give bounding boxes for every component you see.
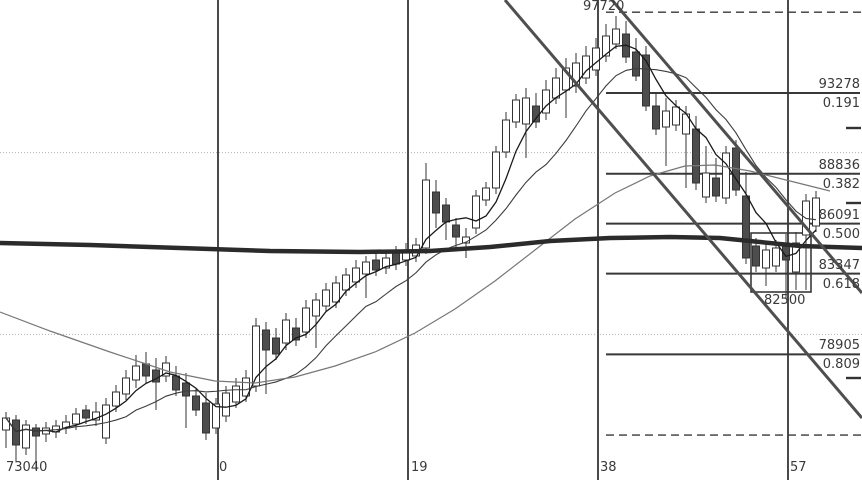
fib-ratio-label: 0.191: [822, 96, 860, 111]
candle-body: [432, 191, 440, 214]
fib-price-label: 83347: [818, 257, 860, 273]
candle-body: [572, 62, 580, 87]
candle-body: [722, 152, 730, 199]
fib-ratio-label: 0.618: [822, 276, 860, 292]
candle-body: [702, 172, 710, 198]
candle-body: [632, 51, 640, 77]
candle-body: [182, 382, 190, 397]
candle-body: [502, 119, 510, 153]
moving-average-line: [5, 44, 817, 433]
candle-body: [172, 375, 180, 391]
candle-body: [592, 47, 600, 71]
x-axis-label: 73040: [6, 460, 48, 475]
candle-body: [672, 106, 680, 126]
candle-body: [582, 55, 590, 79]
candle-body: [82, 409, 90, 419]
candle-body: [372, 259, 380, 271]
candle-body: [382, 257, 390, 269]
candle-body: [2, 417, 10, 431]
candle-body: [452, 224, 460, 238]
candle-body: [482, 187, 490, 201]
candle-body: [712, 177, 720, 197]
candle-body: [282, 319, 290, 344]
fib-price-label: 78905: [818, 338, 860, 354]
candle-body: [322, 289, 330, 307]
candle-body: [132, 365, 140, 381]
thick-long-term-ma-line: [0, 234, 862, 255]
candle-body: [332, 282, 340, 303]
candle-body: [762, 249, 770, 269]
consolidation-box: [750, 232, 812, 293]
candle-body: [342, 274, 350, 291]
candle-body: [512, 99, 520, 123]
candle-body: [442, 204, 450, 223]
candle-body: [602, 35, 610, 57]
candle-body: [812, 197, 820, 227]
fib-ratio-label: 0.500: [822, 226, 860, 242]
candle-body: [392, 252, 400, 265]
candle-body: [422, 179, 430, 249]
candle-body: [562, 67, 570, 91]
x-axis-label: 57: [790, 460, 807, 475]
fib-price-label: 86091: [818, 207, 860, 223]
candle-body: [122, 377, 130, 395]
candle-body: [72, 413, 80, 425]
consolidation-box-price-label: 82500: [764, 293, 806, 308]
slow-moving-average-line: [0, 164, 831, 384]
candle-body: [742, 195, 750, 259]
moving-average-line: [5, 67, 817, 433]
x-axis-label: 19: [411, 460, 428, 475]
x-axis-label: 0: [219, 460, 228, 475]
candle-body: [752, 245, 760, 267]
candle-body: [32, 427, 40, 437]
candle-body: [652, 105, 660, 130]
candle-body: [12, 419, 20, 446]
candle-body: [312, 299, 320, 317]
candle-body: [472, 195, 480, 229]
candle-body: [352, 267, 360, 283]
candle-body: [152, 369, 160, 383]
trend-channel-line: [503, 0, 862, 419]
candle-body: [272, 337, 280, 355]
x-axis-label: 38: [600, 460, 617, 475]
candle-body: [542, 89, 550, 114]
fib-high-price-label: 97720: [583, 0, 625, 14]
fib-price-label: 93278: [818, 77, 860, 92]
candle-body: [692, 128, 700, 184]
candle-body: [492, 151, 500, 189]
candle-body: [222, 392, 230, 417]
candle-body: [292, 327, 300, 341]
candle-body: [552, 77, 560, 99]
fib-ratio-label: 0.382: [822, 176, 860, 192]
fib-price-label: 88836: [818, 157, 860, 173]
candle-body: [192, 395, 200, 411]
candle-body: [522, 97, 530, 125]
candle-body: [362, 261, 370, 275]
candle-body: [642, 54, 650, 107]
fib-ratio-label: 0.809: [822, 357, 860, 373]
candle-body: [232, 385, 240, 403]
candle-body: [262, 329, 270, 351]
candle-body: [202, 402, 210, 434]
candle-body: [242, 377, 250, 397]
candle-body: [92, 411, 100, 421]
trend-channel-line: [610, 0, 862, 294]
candle-body: [112, 391, 120, 407]
candle-body: [792, 242, 800, 273]
candle-body: [212, 403, 220, 429]
candle-body: [302, 307, 310, 333]
candle-body: [612, 28, 620, 45]
candle-body: [142, 363, 150, 377]
candle-body: [772, 247, 780, 267]
candle-body: [662, 110, 670, 128]
candle-body: [22, 424, 30, 449]
candle-body: [532, 105, 540, 123]
